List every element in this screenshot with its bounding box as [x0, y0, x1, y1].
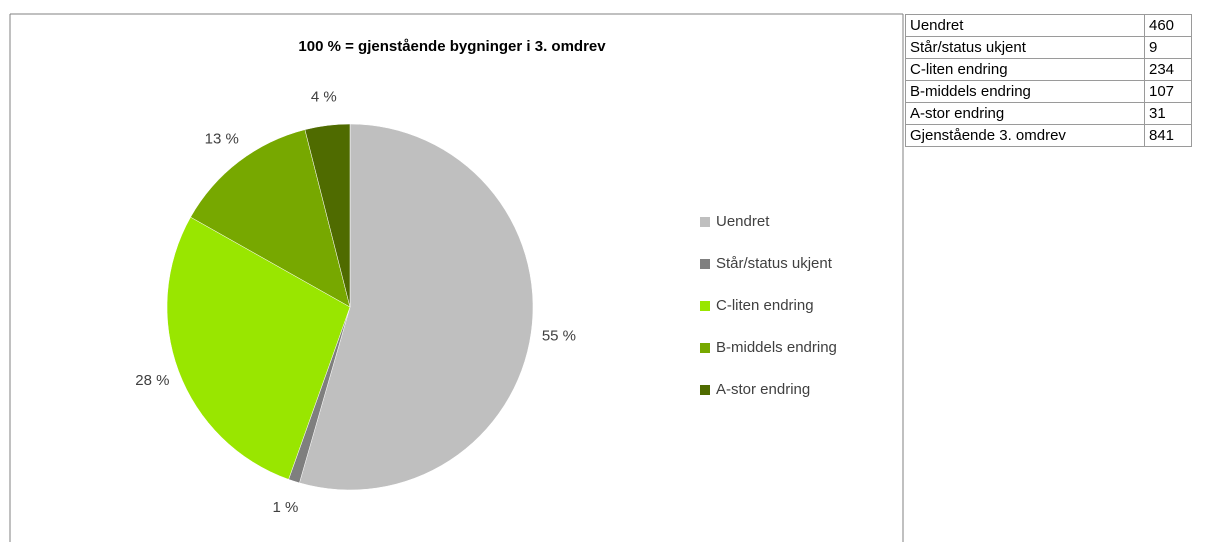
legend-swatch [700, 385, 710, 395]
table-cell: B-middels endring [905, 80, 1145, 103]
data-label: 1 % [272, 499, 298, 516]
table-row: C-liten endring 234 [905, 58, 1192, 81]
table-cell: Står/status ukjent [905, 36, 1145, 59]
data-label: 4 % [311, 89, 337, 106]
table-cell: A-stor endring [905, 102, 1145, 125]
data-label: 55 % [542, 327, 576, 344]
table-cell: 9 [1144, 36, 1192, 59]
table-cell: 234 [1144, 58, 1192, 81]
table-cell: 31 [1144, 102, 1192, 125]
table-cell: 107 [1144, 80, 1192, 103]
table-cell: C-liten endring [905, 58, 1145, 81]
table-row: Uendret 460 [905, 14, 1192, 37]
legend-label: C-liten endring [716, 297, 814, 314]
legend-label: A-stor endring [716, 381, 810, 398]
data-table: Uendret 460 Står/status ukjent 9 C-liten end… [905, 14, 1192, 147]
pie-slice [299, 123, 534, 491]
data-label: 28 % [135, 372, 169, 389]
table-row: A-stor endring 31 [905, 102, 1192, 125]
pie-slice [304, 123, 351, 308]
legend-swatch [700, 217, 710, 227]
legend-label: Uendret [716, 213, 770, 230]
table-cell: 460 [1144, 14, 1192, 37]
pie-slice [190, 129, 351, 308]
chart: 100 % = gjenstående bygninger i 3. omdre… [9, 13, 904, 542]
table-row: B-middels endring 107 [905, 80, 1192, 103]
pie-slice [166, 216, 351, 480]
legend-label: Står/status ukjent [716, 255, 833, 272]
legend-swatch [700, 301, 710, 311]
table-cell: 841 [1144, 124, 1192, 147]
legend-swatch [700, 343, 710, 353]
chart-title: 100 % = gjenstående bygninger i 3. omdre… [298, 38, 606, 55]
data-label: 13 % [205, 130, 239, 147]
table-cell: Uendret [905, 14, 1145, 37]
legend-swatch [700, 259, 710, 269]
table-row: Gjenstående 3. omdrev 841 [905, 124, 1192, 147]
table-row: Står/status ukjent 9 [905, 36, 1192, 59]
table-cell: Gjenstående 3. omdrev [905, 124, 1145, 147]
legend-label: B-middels endring [716, 339, 837, 356]
